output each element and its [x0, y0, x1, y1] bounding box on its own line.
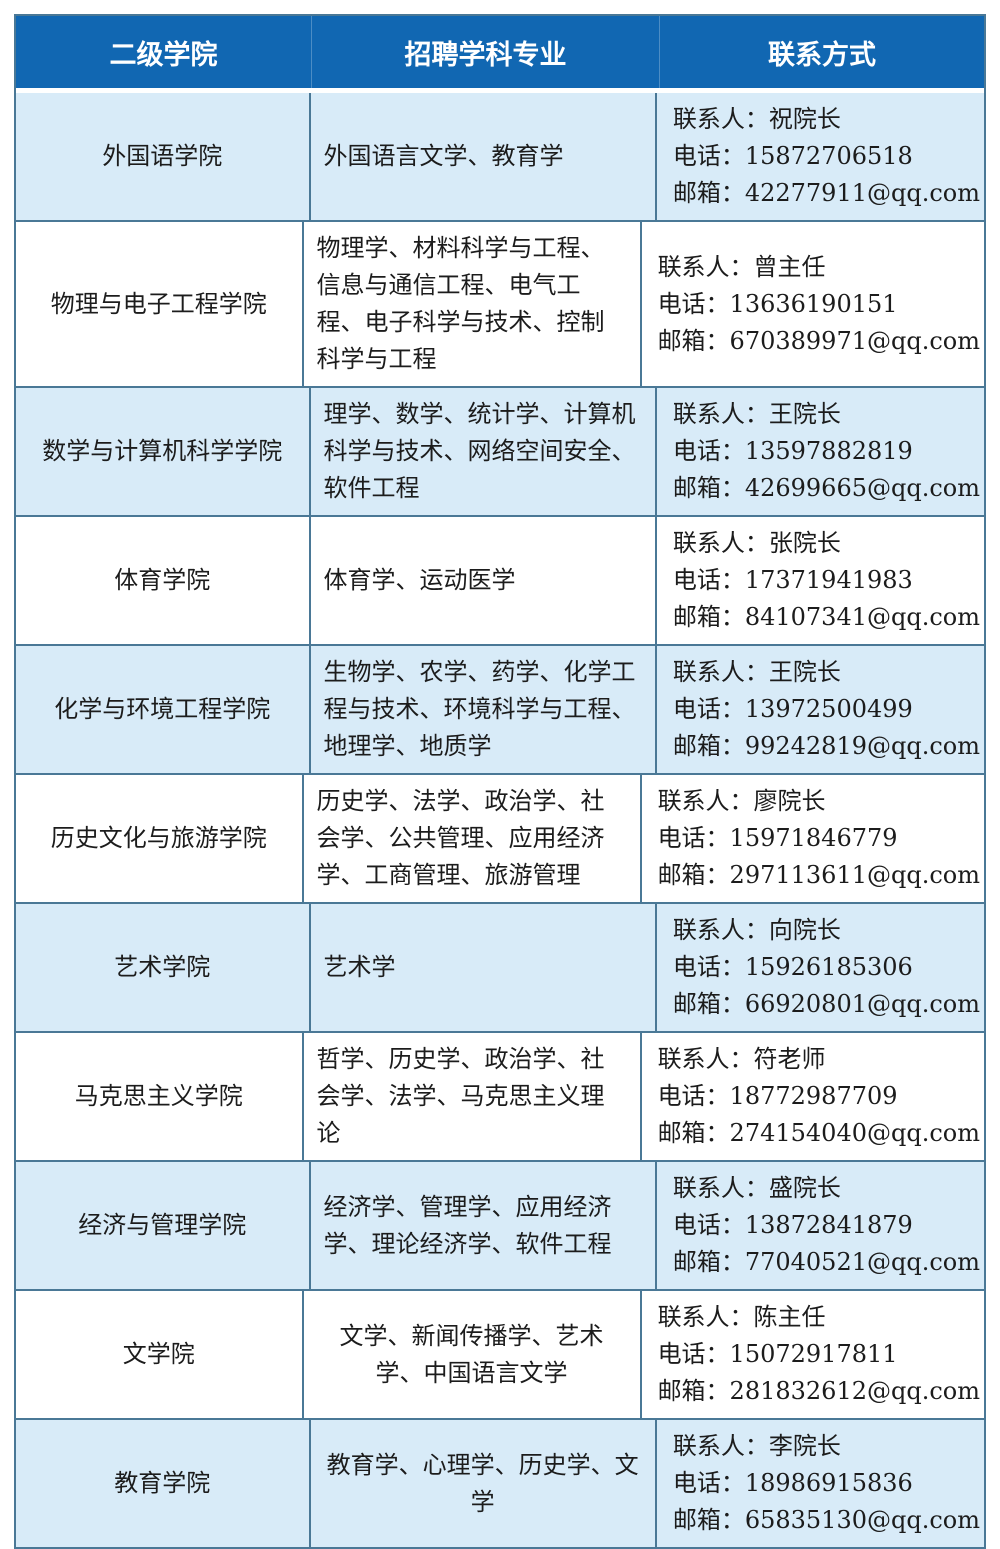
table-header-row: 二级学院 招聘学科专业 联系方式 — [16, 16, 984, 93]
contact-line: 邮箱：65835130@qq.com — [672, 1506, 980, 1534]
college-name: 体育学院 — [16, 517, 311, 644]
contact-line: 邮箱：77040521@qq.com — [672, 1248, 980, 1276]
table-row: 体育学院 体育学、运动医学 联系人：张院长电话：17371941983 邮箱：8410… — [16, 515, 984, 644]
college-name: 经济与管理学院 — [16, 1162, 311, 1289]
contact-line: 邮箱：66920801@qq.com — [672, 990, 980, 1018]
contact-line: 邮箱：670389971@qq.com — [657, 326, 980, 355]
contact-info: 联系人：盛院长电话：13872841879 邮箱：77040521@qq.com — [657, 1162, 984, 1289]
contact-line: 联系人：曾主任 — [657, 252, 826, 281]
college-name: 物理与电子工程学院 — [16, 222, 304, 386]
majors-text: 外国语言文学、教育学 — [323, 142, 564, 170]
contact-line: 电话：15872706518 — [672, 142, 913, 170]
contact-line: 电话：13872841879 — [672, 1211, 913, 1239]
table-row: 马克思主义学院 哲学、历史学、政治学、社会学、法学、马克思主义理论 联系人：符老师电… — [16, 1031, 984, 1160]
college-name: 外国语学院 — [16, 93, 311, 220]
majors-text: 理学、数学、统计学、计算机科学与技术、网络空间安全、软件工程 — [323, 400, 636, 502]
contact-line: 电话：18772987709 — [657, 1082, 898, 1110]
majors-list: 体育学、运动医学 — [311, 517, 657, 644]
contact-info: 联系人：祝院长电话：15872706518 邮箱：42277911@qq.com — [657, 93, 984, 220]
college-name: 马克思主义学院 — [16, 1033, 304, 1160]
majors-list: 文学、新闻传播学、艺术学、中国语言文学 — [304, 1291, 642, 1418]
recruitment-contact-page: 二级学院 招聘学科专业 联系方式 外国语学院 外国语言文学、教育学 联系人：祝院长电… — [14, 14, 986, 1549]
header-majors: 招聘学科专业 — [312, 16, 660, 88]
college-name: 历史文化与旅游学院 — [16, 775, 304, 902]
table-row: 外国语学院 外国语言文学、教育学 联系人：祝院长电话：15872706518 邮箱：4… — [16, 93, 984, 220]
contact-line: 邮箱：42699665@qq.com — [672, 474, 980, 502]
college-recruitment-table: 二级学院 招聘学科专业 联系方式 外国语学院 外国语言文学、教育学 联系人：祝院长电… — [14, 14, 986, 1549]
table-row: 艺术学院 艺术学 联系人：向院长电话：15926185306 邮箱：66920801@… — [16, 902, 984, 1031]
majors-text: 艺术学 — [323, 953, 396, 981]
majors-list: 外国语言文学、教育学 — [311, 93, 657, 220]
contact-line: 联系人：李院长 — [672, 1432, 841, 1460]
table-row: 物理与电子工程学院 物理学、材料科学与工程、信息与通信工程、电气工程、电子科学与技… — [16, 220, 984, 386]
contact-line: 联系人：王院长 — [672, 400, 841, 428]
contact-info: 联系人：廖院长电话：15971846779 邮箱：297113611@qq.com — [642, 775, 984, 902]
contact-info: 联系人：向院长电话：15926185306 邮箱：66920801@qq.com — [657, 904, 984, 1031]
contact-info: 联系人：王院长电话：13597882819 邮箱：42699665@qq.com — [657, 388, 984, 515]
college-name: 数学与计算机科学学院 — [16, 388, 311, 515]
majors-text: 物理学、材料科学与工程、信息与通信工程、电气工程、电子科学与技术、控制科学与工程 — [316, 234, 605, 373]
contact-info: 联系人：陈主任电话：15072917811 邮箱：281832612@qq.com — [642, 1291, 984, 1418]
table-row: 经济与管理学院 经济学、管理学、应用经济学、理论经济学、软件工程 联系人：盛院长 电话… — [16, 1160, 984, 1289]
contact-line: 联系人：符老师 — [657, 1045, 826, 1073]
contact-line: 电话：13636190151 — [657, 289, 898, 318]
table-row: 文学院 文学、新闻传播学、艺术学、中国语言文学 联系人：陈主任 电话：15072917… — [16, 1289, 984, 1418]
contact-line: 联系人：陈主任 — [657, 1303, 826, 1331]
contact-line: 联系人：廖院长 — [657, 787, 826, 815]
contact-line: 电话：17371941983 — [672, 566, 913, 594]
college-name: 文学院 — [16, 1291, 304, 1418]
majors-list: 艺术学 — [311, 904, 657, 1031]
contact-line: 邮箱：281832612@qq.com — [657, 1377, 980, 1405]
majors-list: 理学、数学、统计学、计算机科学与技术、网络空间安全、软件工程 — [311, 388, 657, 515]
majors-list: 历史学、法学、政治学、社会学、公共管理、应用经济学、工商管理、旅游管理 — [304, 775, 642, 902]
table-body: 外国语学院 外国语言文学、教育学 联系人：祝院长电话：15872706518 邮箱：4… — [16, 93, 984, 1547]
majors-text: 生物学、农学、药学、化学工程与技术、环境科学与工程、地理学、地质学 — [323, 658, 636, 760]
contact-line: 邮箱：274154040@qq.com — [657, 1119, 980, 1147]
college-name: 教育学院 — [16, 1420, 311, 1547]
contact-line: 电话：15926185306 — [672, 953, 913, 981]
contact-line: 联系人：祝院长 — [672, 105, 841, 133]
table-row: 化学与环境工程学院 生物学、农学、药学、化学工程与技术、环境科学与工程、地理学、地… — [16, 644, 984, 773]
majors-text: 体育学、运动医学 — [323, 566, 516, 594]
table-row: 数学与计算机科学学院 理学、数学、统计学、计算机科学与技术、网络空间安全、软件工程… — [16, 386, 984, 515]
contact-line: 邮箱：84107341@qq.com — [672, 603, 980, 631]
header-college: 二级学院 — [16, 16, 312, 88]
majors-list: 教育学、心理学、历史学、文学 — [311, 1420, 657, 1547]
contact-line: 电话：13597882819 — [672, 437, 913, 465]
contact-info: 联系人：王院长电话：13972500499 邮箱：99242819@qq.com — [657, 646, 984, 773]
contact-info: 联系人：曾主任电话：13636190151 邮箱：670389971@qq.com — [642, 222, 984, 386]
majors-list: 哲学、历史学、政治学、社会学、法学、马克思主义理论 — [304, 1033, 642, 1160]
majors-text: 哲学、历史学、政治学、社会学、法学、马克思主义理论 — [316, 1045, 605, 1147]
contact-line: 联系人：向院长 — [672, 916, 841, 944]
contact-line: 联系人：王院长 — [672, 658, 841, 686]
header-contact: 联系方式 — [768, 39, 876, 70]
contact-line: 电话：13972500499 — [672, 695, 913, 723]
table-row: 教育学院 教育学、心理学、历史学、文学 联系人：李院长电话：18986915836 邮… — [16, 1418, 984, 1547]
contact-line: 电话：15072917811 — [657, 1340, 898, 1368]
contact-line: 电话：15971846779 — [657, 824, 898, 852]
contact-line: 邮箱：99242819@qq.com — [672, 732, 980, 760]
contact-line: 邮箱：297113611@qq.com — [657, 861, 980, 889]
contact-line: 邮箱：42277911@qq.com — [672, 179, 980, 207]
table-row: 历史文化与旅游学院 历史学、法学、政治学、社会学、公共管理、应用经济学、工商管理、… — [16, 773, 984, 902]
majors-list: 生物学、农学、药学、化学工程与技术、环境科学与工程、地理学、地质学 — [311, 646, 657, 773]
contact-line: 联系人：盛院长 — [672, 1174, 841, 1202]
majors-text: 教育学、心理学、历史学、文学 — [326, 1450, 639, 1516]
majors-list: 经济学、管理学、应用经济学、理论经济学、软件工程 — [311, 1162, 657, 1289]
contact-line: 联系人：张院长 — [672, 529, 841, 557]
college-name: 艺术学院 — [16, 904, 311, 1031]
college-name: 化学与环境工程学院 — [16, 646, 311, 773]
contact-line: 电话：18986915836 — [672, 1469, 913, 1497]
majors-text: 文学、新闻传播学、艺术学、中国语言文学 — [339, 1321, 604, 1387]
contact-info: 联系人：张院长电话：17371941983 邮箱：84107341@qq.com — [657, 517, 984, 644]
majors-list: 物理学、材料科学与工程、信息与通信工程、电气工程、电子科学与技术、控制科学与工程 — [304, 222, 642, 386]
majors-text: 历史学、法学、政治学、社会学、公共管理、应用经济学、工商管理、旅游管理 — [316, 787, 605, 889]
contact-info: 联系人：符老师电话：18772987709 邮箱：274154040@qq.com — [642, 1033, 984, 1160]
contact-info: 联系人：李院长电话：18986915836 邮箱：65835130@qq.com — [657, 1420, 984, 1547]
majors-text: 经济学、管理学、应用经济学、理论经济学、软件工程 — [323, 1192, 612, 1258]
